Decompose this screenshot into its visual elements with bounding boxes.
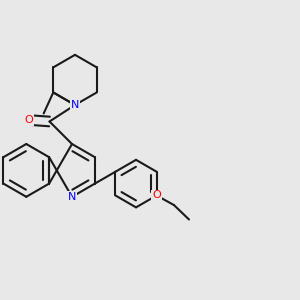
Text: N: N [71,100,79,110]
Text: N: N [68,192,76,202]
Text: O: O [25,115,34,125]
Text: O: O [152,190,161,200]
